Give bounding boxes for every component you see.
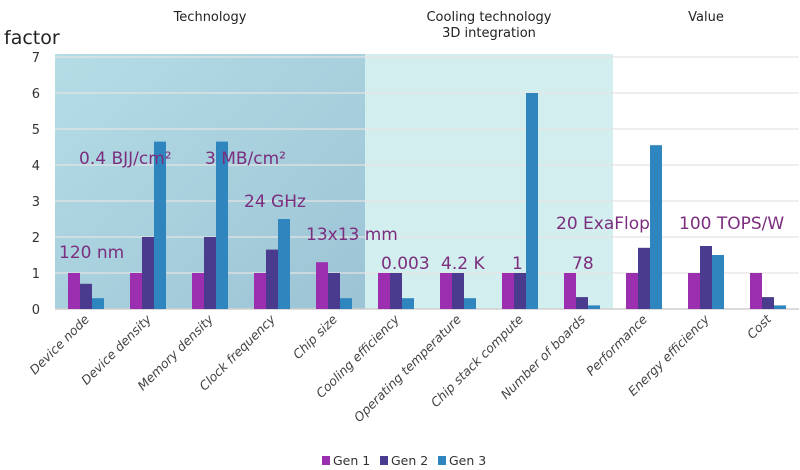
legend-swatch [438,456,446,465]
data-annotation: 78 [572,254,594,274]
bar-gen-3 [216,141,228,309]
data-annotation: 0.003 [381,254,430,274]
bar-gen-3 [154,141,166,309]
x-tick-label: Performance [583,311,650,378]
bar-gen-3 [650,145,662,309]
bar-gen-2 [762,297,774,309]
bar-gen-1 [564,273,576,309]
bar-gen-2 [452,273,464,309]
bar-gen-3 [712,255,724,309]
y-axis-label: factor [4,27,60,49]
bar-gen-1 [192,273,204,309]
legend-label: Gen 1 [333,453,370,468]
data-annotation: 24 GHz [244,192,306,212]
bar-gen-1 [68,273,80,309]
data-annotation: 13x13 mm [306,225,398,245]
bar-gen-1 [378,273,390,309]
group-header: 3D integration [442,26,536,41]
bar-gen-2 [266,249,278,309]
bar-gen-2 [80,283,92,309]
bar-gen-2 [204,237,216,309]
bar-gen-3 [340,298,352,309]
bar-gen-1 [130,273,142,309]
bar-gen-2 [700,246,712,309]
x-tick-label: Device node [26,311,92,377]
bar-gen-1 [626,273,638,309]
data-annotation: 0.4 BJJ/cm² [79,149,172,169]
bar-gen-3 [92,298,104,309]
bar-gen-2 [390,273,402,309]
bar-gen-2 [142,237,154,309]
bar-gen-1 [502,273,514,309]
group-header: Cooling technology [426,10,551,25]
bar-gen-1 [688,273,700,309]
data-annotation: 4.2 K [441,254,485,274]
bar-gen-3 [464,298,476,309]
bar-gen-3 [278,219,290,309]
x-tick-label: Operating temperature [351,311,465,425]
y-tick-label: 2 [32,231,40,246]
y-tick-label: 6 [32,87,40,102]
legend-label: Gen 2 [391,453,428,468]
legend-swatch [380,456,388,465]
y-tick-label: 3 [32,195,40,210]
bar-gen-3 [402,298,414,309]
bar-gen-2 [576,297,588,309]
data-annotation: 120 nm [59,243,124,263]
x-tick-label: Cost [744,311,775,342]
group-header: Value [688,10,724,25]
bar-gen-2 [638,247,650,309]
y-tick-label: 0 [32,303,40,318]
legend-label: Gen 3 [449,453,486,468]
y-tick-label: 5 [32,123,40,138]
y-tick-label: 4 [32,159,40,174]
data-annotation: 1 [512,254,523,274]
bar-gen-1 [750,273,762,309]
bar-gen-2 [514,273,526,309]
data-annotation: 100 TOPS/W [679,214,784,234]
y-tick-label: 7 [32,51,40,66]
group-header: Technology [173,10,247,25]
bar-gen-3 [588,305,600,309]
data-annotation: 3 MB/cm² [205,149,286,169]
group-shade-1 [365,54,613,309]
bar-gen-2 [328,273,340,309]
bar-gen-3 [774,305,786,309]
legend-swatch [322,456,330,465]
bar-gen-1 [254,273,266,309]
data-annotation: 20 ExaFlop [556,214,650,234]
y-tick-label: 1 [32,267,40,282]
bar-gen-1 [316,262,328,309]
bar-gen-3 [526,93,538,309]
bar-gen-1 [440,273,452,309]
x-tick-label: Chip size [290,311,341,362]
